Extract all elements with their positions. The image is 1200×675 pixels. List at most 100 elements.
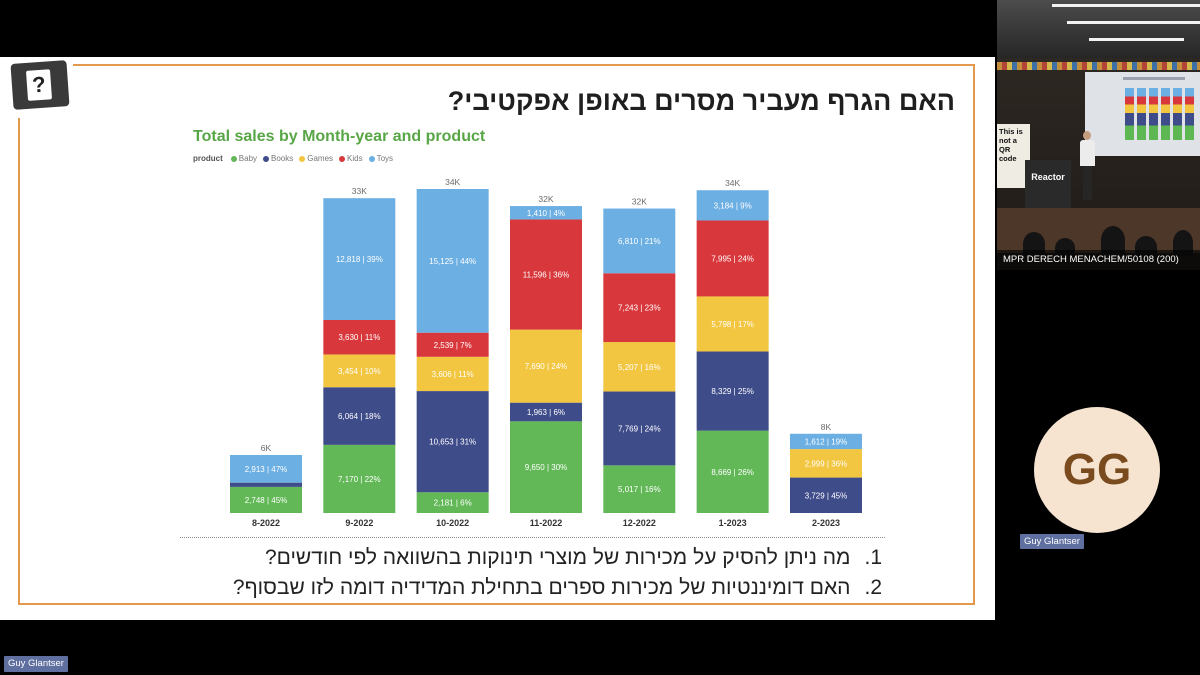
sign-line: not a (999, 136, 1017, 145)
self-view-name-tag: Guy Glantser (4, 656, 68, 672)
presenter-head (1083, 131, 1091, 140)
data-label: 7,769 | 24% (618, 424, 661, 433)
avatar[interactable]: GG (1034, 407, 1160, 533)
data-label: 2,748 | 45% (245, 496, 288, 505)
bar-segment-games (323, 354, 396, 388)
data-label: 5,017 | 16% (618, 485, 661, 494)
legend-label: Baby (238, 154, 258, 163)
sign-line: code (999, 154, 1017, 163)
x-tick-label: 2-2023 (812, 518, 840, 528)
total-label: 34K (725, 178, 740, 188)
total-label: 32K (538, 194, 553, 204)
bar-segment-games (696, 296, 769, 352)
bar-segment-baby (603, 465, 676, 513)
screen-heading-bar (1123, 77, 1185, 80)
bar-segment-games (416, 356, 489, 392)
data-label: 8,329 | 25% (711, 387, 754, 396)
legend-label: Toys (376, 154, 394, 163)
bar-segment-books (509, 402, 582, 422)
total-label: 33K (352, 186, 367, 196)
podium-text: Reactor (1031, 172, 1065, 182)
bar-segment-baby (509, 421, 582, 513)
screen-mini-bar (1161, 88, 1170, 140)
bar-segment-kids (416, 332, 489, 357)
legend-item-baby: Baby (230, 154, 258, 164)
slide-title: האם הגרף מעביר מסרים באופן אפקטיבי? (447, 86, 955, 116)
bar-segment-toys (230, 454, 302, 483)
legend-label: Kids (347, 154, 363, 163)
data-label: 7,170 | 22% (338, 475, 381, 484)
total-label: 8K (821, 422, 832, 432)
shared-slide: ? האם הגרף מעביר מסרים באופן אפקטיבי? To… (0, 57, 995, 620)
chart-title: Total sales by Month-year and product (193, 128, 486, 145)
legend-dot-icon (230, 156, 237, 162)
x-tick-label: 12-2022 (623, 518, 656, 528)
slide-frame (18, 64, 975, 605)
x-tick-label: 1-2023 (719, 518, 747, 528)
bar-segment-toys (323, 198, 396, 320)
bar-segment-games (789, 449, 862, 478)
projected-screen (1085, 72, 1200, 156)
screen-mini-bar (1125, 88, 1134, 140)
legend-dot-icon (368, 156, 375, 162)
data-label: 1,963 | 6% (527, 408, 565, 417)
legend-item-books: Books (263, 154, 293, 164)
data-label: 1,612 | 19% (805, 437, 848, 446)
question-text: מה ניתן להסיק על מכירות של מוצרי תינוקות… (264, 546, 851, 569)
bar-segment-books (789, 477, 862, 513)
bar-segment-toys (696, 190, 769, 221)
room-video-tile[interactable]: This is not a QR code Reactor MPR DERECH… (997, 0, 1200, 270)
bar-segment-toys (603, 208, 676, 274)
ceiling-light (1089, 38, 1184, 41)
legend-item-toys: Toys (368, 154, 394, 164)
x-tick-label: 9-2022 (345, 518, 373, 528)
question-mark-icon: ? (10, 60, 70, 110)
bar-segment-books (230, 482, 302, 487)
data-label: 3,729 | 45% (805, 491, 848, 500)
total-label: 6K (261, 443, 272, 453)
legend-label: Books (271, 154, 294, 163)
bar-segment-toys (789, 433, 862, 450)
legend-title: product (193, 154, 223, 163)
total-label: 34K (445, 177, 460, 187)
legend-label: Games (307, 154, 334, 163)
data-label: 2,999 | 36% (805, 459, 848, 468)
participant-name-tag: Guy Glantser (1020, 534, 1084, 549)
screen-mini-bar (1185, 88, 1194, 140)
data-label: 7,690 | 24% (525, 362, 568, 371)
ceiling-light (1067, 21, 1200, 24)
data-label: 2,181 | 6% (434, 499, 472, 508)
audience-head (1173, 230, 1193, 256)
data-label: 1,410 | 4% (527, 209, 565, 218)
bar-segment-kids (509, 219, 582, 330)
bar-segment-books (603, 391, 676, 466)
bar-segment-toys (509, 206, 582, 220)
screen-mini-bar (1149, 88, 1158, 140)
bar-segment-books (696, 351, 769, 431)
presenter-torso (1080, 140, 1095, 166)
data-label: 3,454 | 10% (338, 367, 381, 376)
bar-segment-kids (603, 273, 676, 343)
data-label: 5,798 | 17% (711, 320, 754, 329)
x-tick-label: 8-2022 (252, 518, 280, 528)
legend-dot-icon (263, 156, 270, 162)
flag-bunting (997, 62, 1200, 70)
data-label: 11,596 | 36% (523, 271, 569, 280)
data-label: 7,995 | 24% (711, 254, 754, 263)
data-label: 9,650 | 30% (525, 463, 568, 472)
question-mark-glyph: ? (31, 71, 47, 98)
video-ceiling (997, 0, 1200, 58)
data-label: 12,818 | 39% (336, 255, 383, 264)
question-item: 2. האם דומיננטיות של מכירות ספרים בתחילת … (233, 573, 882, 603)
question-number: 2. (864, 576, 882, 599)
sign-line: This is (999, 127, 1023, 136)
data-label: 2,913 | 47% (245, 465, 288, 474)
x-tick-label: 10-2022 (436, 518, 469, 528)
data-label: 5,207 | 16% (618, 363, 661, 372)
bar-segment-books (416, 391, 489, 493)
bar-segment-baby (416, 492, 489, 513)
chart-dotted-divider (180, 537, 885, 538)
presenter-legs (1083, 166, 1092, 200)
bar-segment-games (603, 342, 676, 392)
